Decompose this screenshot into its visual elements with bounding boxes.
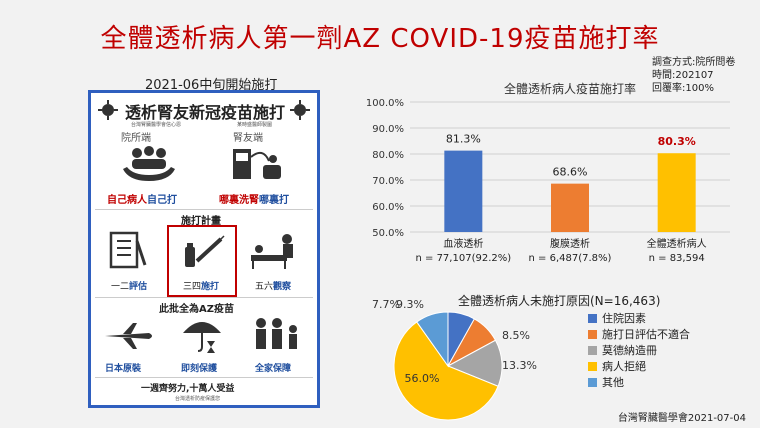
vaccine-syringe-icon [185, 235, 225, 267]
x-sublabel: n = 83,594 [649, 253, 705, 264]
poster-slogan-sub: 台灣透析防疫保護您 [175, 396, 221, 402]
left-label-b: 自己打 [147, 195, 177, 206]
legend-label: 施打日評估不適合 [602, 327, 690, 341]
pie-slice [393, 321, 499, 421]
x-tick-label: 血液透析 [443, 237, 483, 250]
y-tick-label: 60.0% [372, 202, 404, 213]
patient-bed-icon [251, 234, 293, 269]
y-tick-label: 50.0% [372, 228, 404, 239]
plan-heading: 施打計畫 [181, 216, 221, 227]
x-sublabel: n = 6,487(7.8%) [529, 253, 612, 264]
az-heading: 此批全為AZ疫苗 [159, 304, 234, 315]
dialysis-machine-icon [233, 149, 281, 179]
poster-col-right: 腎友端 [233, 133, 263, 144]
step2-label: 三四施打 [183, 279, 219, 292]
bar-value-label: 80.3% [658, 135, 696, 148]
umbrella-icon [183, 322, 221, 353]
legend-label: 住院因素 [602, 311, 646, 325]
survey-method: 調查方式:院所問卷 [652, 57, 736, 68]
bar-value-label: 68.6% [553, 166, 588, 179]
highlight-box [167, 225, 237, 297]
step2-b: 施打 [201, 282, 220, 292]
page-title: 全體透析病人第一劑AZ COVID-19疫苗施打率 [100, 24, 660, 54]
y-tick-label: 100.0% [366, 98, 404, 109]
pie-slice [416, 311, 449, 368]
step3-a: 五六 [255, 282, 274, 292]
legend-label: 病人拒絕 [602, 359, 646, 373]
poster-caption: 2021-06中旬開始施打 [145, 78, 278, 93]
pie-value-label: 8.5% [502, 329, 530, 342]
legend-label: 其他 [602, 376, 624, 389]
bar-value-label: 81.3% [446, 133, 481, 146]
legend-swatch [588, 330, 597, 339]
legend-swatch [588, 314, 597, 323]
feature2-label: 即刻保護 [181, 364, 218, 374]
step1-label: 一二評估 [111, 279, 147, 292]
divider [95, 209, 313, 210]
survey-time: 時間:202107 [652, 70, 714, 81]
y-tick-label: 70.0% [372, 176, 404, 187]
legend-swatch [588, 362, 597, 371]
divider [95, 377, 313, 378]
pie-value-label: 13.3% [502, 359, 537, 372]
footer-source: 台灣腎臟醫學會2021-07-04 [617, 413, 746, 424]
poster-org-left: 台灣腎臟醫學會信心恩 [131, 122, 182, 128]
family-icon [256, 318, 297, 349]
checklist-icon [109, 231, 147, 269]
poster-right-label: 哪裏洗腎哪裏打 [219, 191, 289, 206]
legend-swatch [588, 378, 597, 387]
left-label-a: 自己病人 [107, 195, 147, 206]
pie-value-label: 9.3% [396, 298, 424, 311]
step3-b: 觀察 [273, 282, 292, 292]
feature1-label: 日本原裝 [105, 364, 142, 374]
poster-header: 透析腎友新冠疫苗施打 台灣腎臟醫學會信心恩 某時盛醫師製圖 [97, 99, 311, 128]
right-label-a: 哪裏洗腎 [219, 195, 259, 206]
poster-left-label: 自己病人自己打 [107, 191, 177, 206]
step1-b: 評估 [129, 282, 148, 292]
poster-col-left: 院所端 [121, 133, 151, 144]
step2-a: 三四 [183, 282, 202, 292]
virus-icon [290, 100, 310, 120]
y-tick-label: 80.0% [372, 150, 404, 161]
survey-response-rate: 回覆率:100% [652, 83, 714, 94]
step1-a: 一二 [111, 282, 130, 292]
legend-label: 莫德納造冊 [602, 343, 657, 357]
poster-slogan: 一週齊努力,十萬人受益 [141, 384, 235, 394]
feature3-label: 全家保障 [255, 364, 292, 374]
virus-icon [98, 100, 118, 120]
x-tick-label: 全體透析病人 [647, 237, 707, 250]
x-tick-label: 腹膜透析 [550, 237, 590, 250]
vaccine-poster: 透析腎友新冠疫苗施打 台灣腎臟醫學會信心恩 某時盛醫師製圖 院所端 腎友端 自己… [88, 90, 320, 408]
bar [444, 150, 483, 232]
airplane-icon [105, 323, 152, 349]
pie-value-label: 7.7% [372, 298, 400, 311]
y-tick-label: 90.0% [372, 124, 404, 135]
people-care-icon [123, 146, 175, 181]
legend-swatch [588, 346, 597, 355]
survey-info: 調查方式:院所問卷 時間:202107 回覆率:100% [652, 56, 735, 95]
bar [551, 183, 589, 232]
divider [95, 297, 313, 298]
pie-chart: 全體透析病人未施打原因(N=16,463) 7.7%9.3% 8.5% 13.3% 56… [372, 293, 690, 421]
right-label-b: 哪裏打 [259, 195, 289, 206]
pie-value-label: 56.0% [405, 372, 440, 385]
x-sublabel: n = 77,107(92.2%) [416, 253, 512, 264]
step3-label: 五六觀察 [255, 279, 291, 292]
bar-chart: 全體透析病人疫苗施打率 50.0% 60.0% 70.0% 80.0% 90.0% 100.… [366, 81, 730, 264]
bar-chart-title: 全體透析病人疫苗施打率 [504, 81, 636, 96]
poster-org-right: 某時盛醫師製圖 [237, 122, 273, 128]
pie-chart-title: 全體透析病人未施打原因(N=16,463) [458, 293, 660, 308]
bar [657, 153, 696, 232]
poster-heading: 透析腎友新冠疫苗施打 [124, 103, 285, 122]
